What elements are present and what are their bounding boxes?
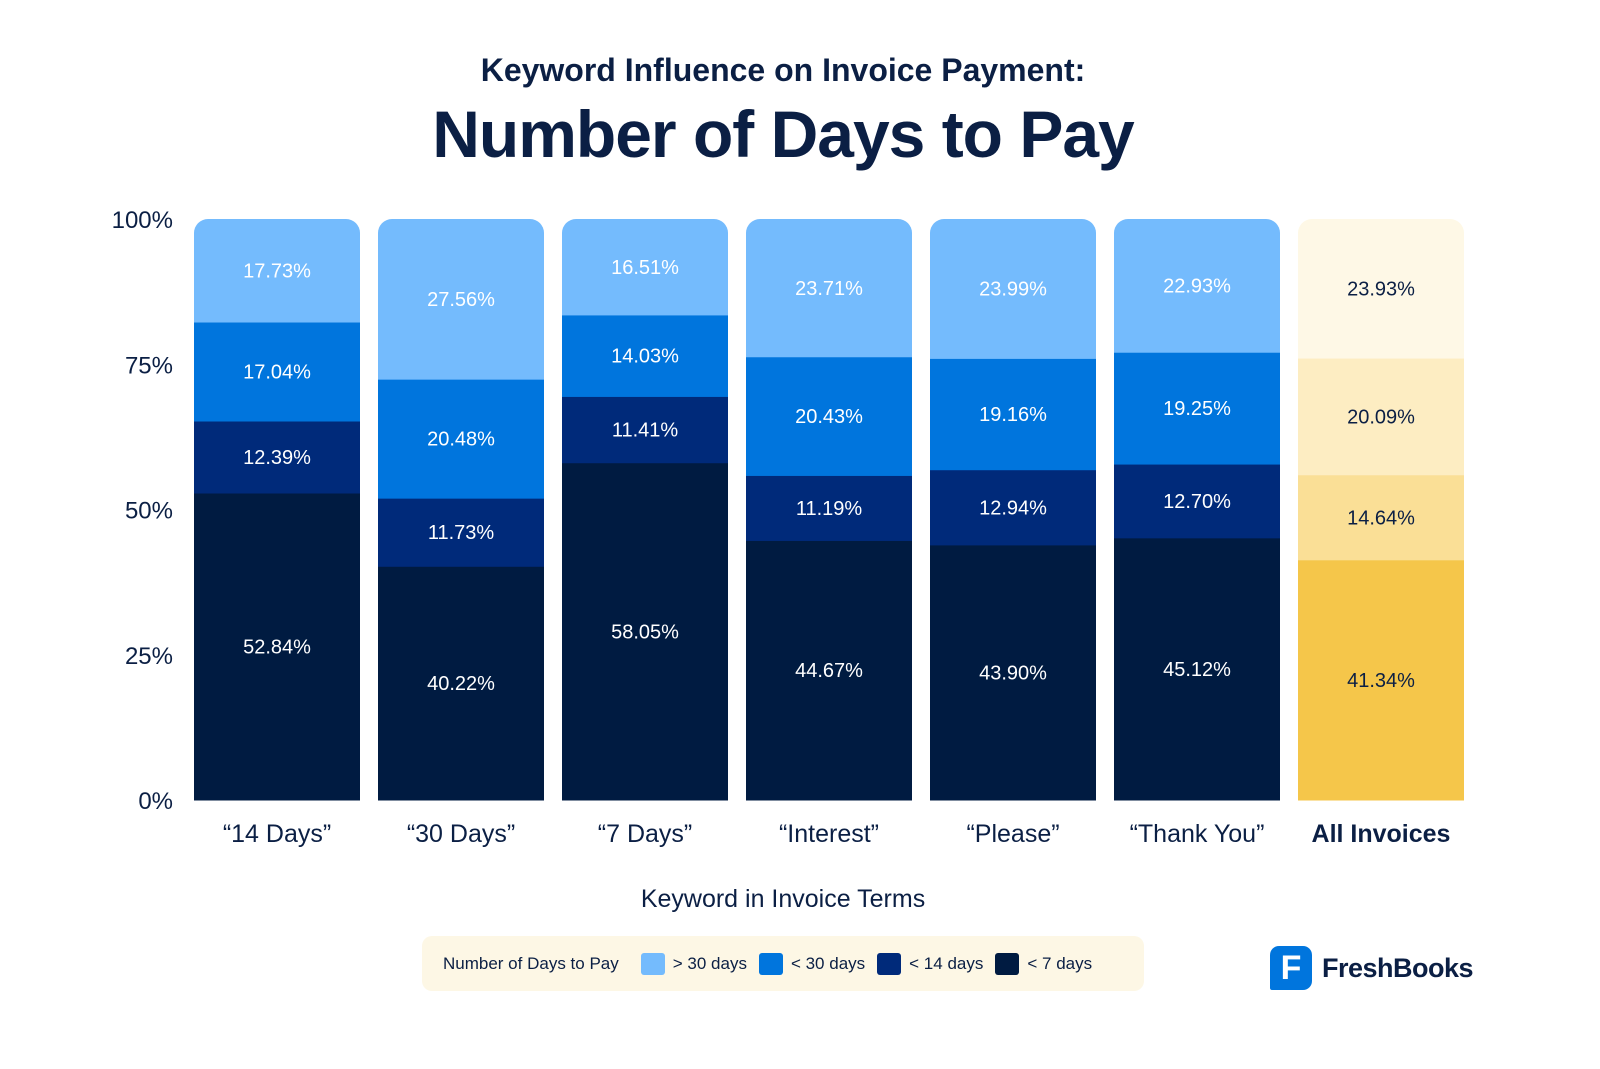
data-label: 11.41% [612, 420, 679, 442]
bar-segment [1114, 219, 1280, 353]
legend-title: Number of Days to Pay [443, 953, 619, 973]
stacked-bar-chart: 0% 25% 50% 75% 100% 52.84% 12.39% 17.04% 17.73%… [112, 207, 1464, 913]
x-tick-label: “Interest” [779, 820, 879, 848]
data-label: 20.48% [427, 429, 495, 451]
bar-5 [1114, 219, 1280, 801]
chart-subtitle: Keyword Influence on Invoice Payment: [480, 52, 1086, 88]
bar-segment [1298, 219, 1464, 359]
legend-swatch [995, 952, 1020, 975]
freshbooks-logo-icon: F [1270, 946, 1312, 990]
bar-segment [194, 322, 360, 422]
data-label: 14.64% [1347, 507, 1415, 529]
bar-segment [194, 492, 360, 801]
data-label: 45.12% [1163, 659, 1231, 681]
legend-item-under-30: < 30 days [758, 952, 866, 975]
legend-label: < 30 days [790, 953, 866, 973]
legend-swatch [877, 952, 902, 975]
data-label: 12.70% [1163, 491, 1231, 513]
bar-segment [562, 219, 728, 316]
y-tick-label: 75% [125, 352, 173, 379]
bar-segment [378, 379, 544, 499]
y-tick-label: 25% [125, 643, 173, 670]
legend-label: < 14 days [909, 953, 984, 973]
data-label: 11.19% [796, 498, 863, 520]
chart-title: Number of Days to Pay [432, 97, 1135, 171]
bar-segment [194, 421, 360, 494]
bar-4 [930, 219, 1096, 801]
data-label: 22.93% [1163, 276, 1231, 298]
bar-segment [194, 219, 360, 323]
data-label: 17.73% [243, 261, 311, 283]
bar-segment [746, 540, 912, 801]
y-tick-label: 0% [138, 788, 173, 815]
y-tick-label: 50% [125, 498, 173, 525]
data-label: 23.99% [979, 279, 1047, 301]
data-label: 43.90% [979, 662, 1047, 684]
bar-segment [930, 358, 1096, 471]
data-label: 19.16% [979, 404, 1047, 426]
legend-item-over-30: > 30 days [640, 952, 747, 975]
data-label: 17.04% [243, 362, 311, 384]
bar-1 [378, 219, 544, 801]
data-label: 19.25% [1163, 398, 1231, 420]
bar-segment [1298, 358, 1464, 476]
bar-0 [194, 219, 360, 801]
bar-segment [378, 566, 544, 801]
freshbooks-logo: F FreshBooks [1270, 946, 1474, 990]
x-axis-label: Keyword in Invoice Terms [641, 885, 925, 913]
data-label: 52.84% [243, 636, 311, 658]
data-label: 23.93% [1347, 279, 1415, 301]
x-tick-label: “30 Days” [407, 820, 515, 848]
x-tick-label: “Thank You” [1130, 820, 1265, 848]
legend-item-under-7: < 7 days [995, 952, 1093, 975]
bar-segment [930, 544, 1096, 801]
legend-label: < 7 days [1027, 953, 1093, 973]
bar-segment [378, 498, 544, 567]
data-label: 41.34% [1347, 670, 1415, 692]
data-label: 44.67% [795, 660, 863, 682]
data-label: 12.94% [979, 497, 1047, 519]
bar-segment [1298, 474, 1464, 561]
x-tick-label: “7 Days” [598, 820, 692, 848]
bar-segment [746, 356, 912, 476]
data-label: 14.03% [611, 346, 679, 368]
data-label: 12.39% [243, 447, 311, 469]
data-label: 11.73% [428, 522, 495, 544]
bar-segment [930, 219, 1096, 359]
bar-segment [930, 469, 1096, 546]
bar-segment [378, 219, 544, 380]
legend: Number of Days to Pay > 30 days < 30 day… [422, 936, 1144, 991]
data-label: 58.05% [611, 621, 679, 643]
x-tick-label: “Please” [966, 820, 1059, 848]
data-label: 23.71% [795, 278, 863, 300]
bar-segment [562, 396, 728, 464]
bar-segment [746, 219, 912, 358]
bar-6 [1298, 219, 1464, 801]
bar-segment [1114, 352, 1280, 465]
bar-segment [1298, 559, 1464, 801]
x-tick-label: “14 Days” [223, 820, 331, 848]
bar-2 [562, 219, 728, 801]
legend-label: > 30 days [672, 953, 747, 973]
bar-segment [562, 462, 728, 801]
bar-segment [746, 475, 912, 541]
x-tick-label: All Invoices [1312, 820, 1451, 848]
legend-swatch [758, 952, 783, 975]
data-label: 27.56% [427, 289, 495, 311]
data-label: 20.43% [795, 406, 863, 428]
freshbooks-wordmark: FreshBooks [1322, 952, 1474, 983]
bar-3 [746, 219, 912, 801]
bar-segment [562, 314, 728, 397]
y-tick-label: 100% [112, 207, 173, 234]
data-label: 20.09% [1347, 406, 1415, 428]
legend-item-under-14: < 14 days [877, 952, 984, 975]
legend-swatch [640, 952, 665, 975]
data-label: 40.22% [427, 673, 495, 695]
bar-segment [1114, 537, 1280, 801]
bar-segment [1114, 464, 1280, 539]
data-label: 16.51% [611, 257, 679, 279]
